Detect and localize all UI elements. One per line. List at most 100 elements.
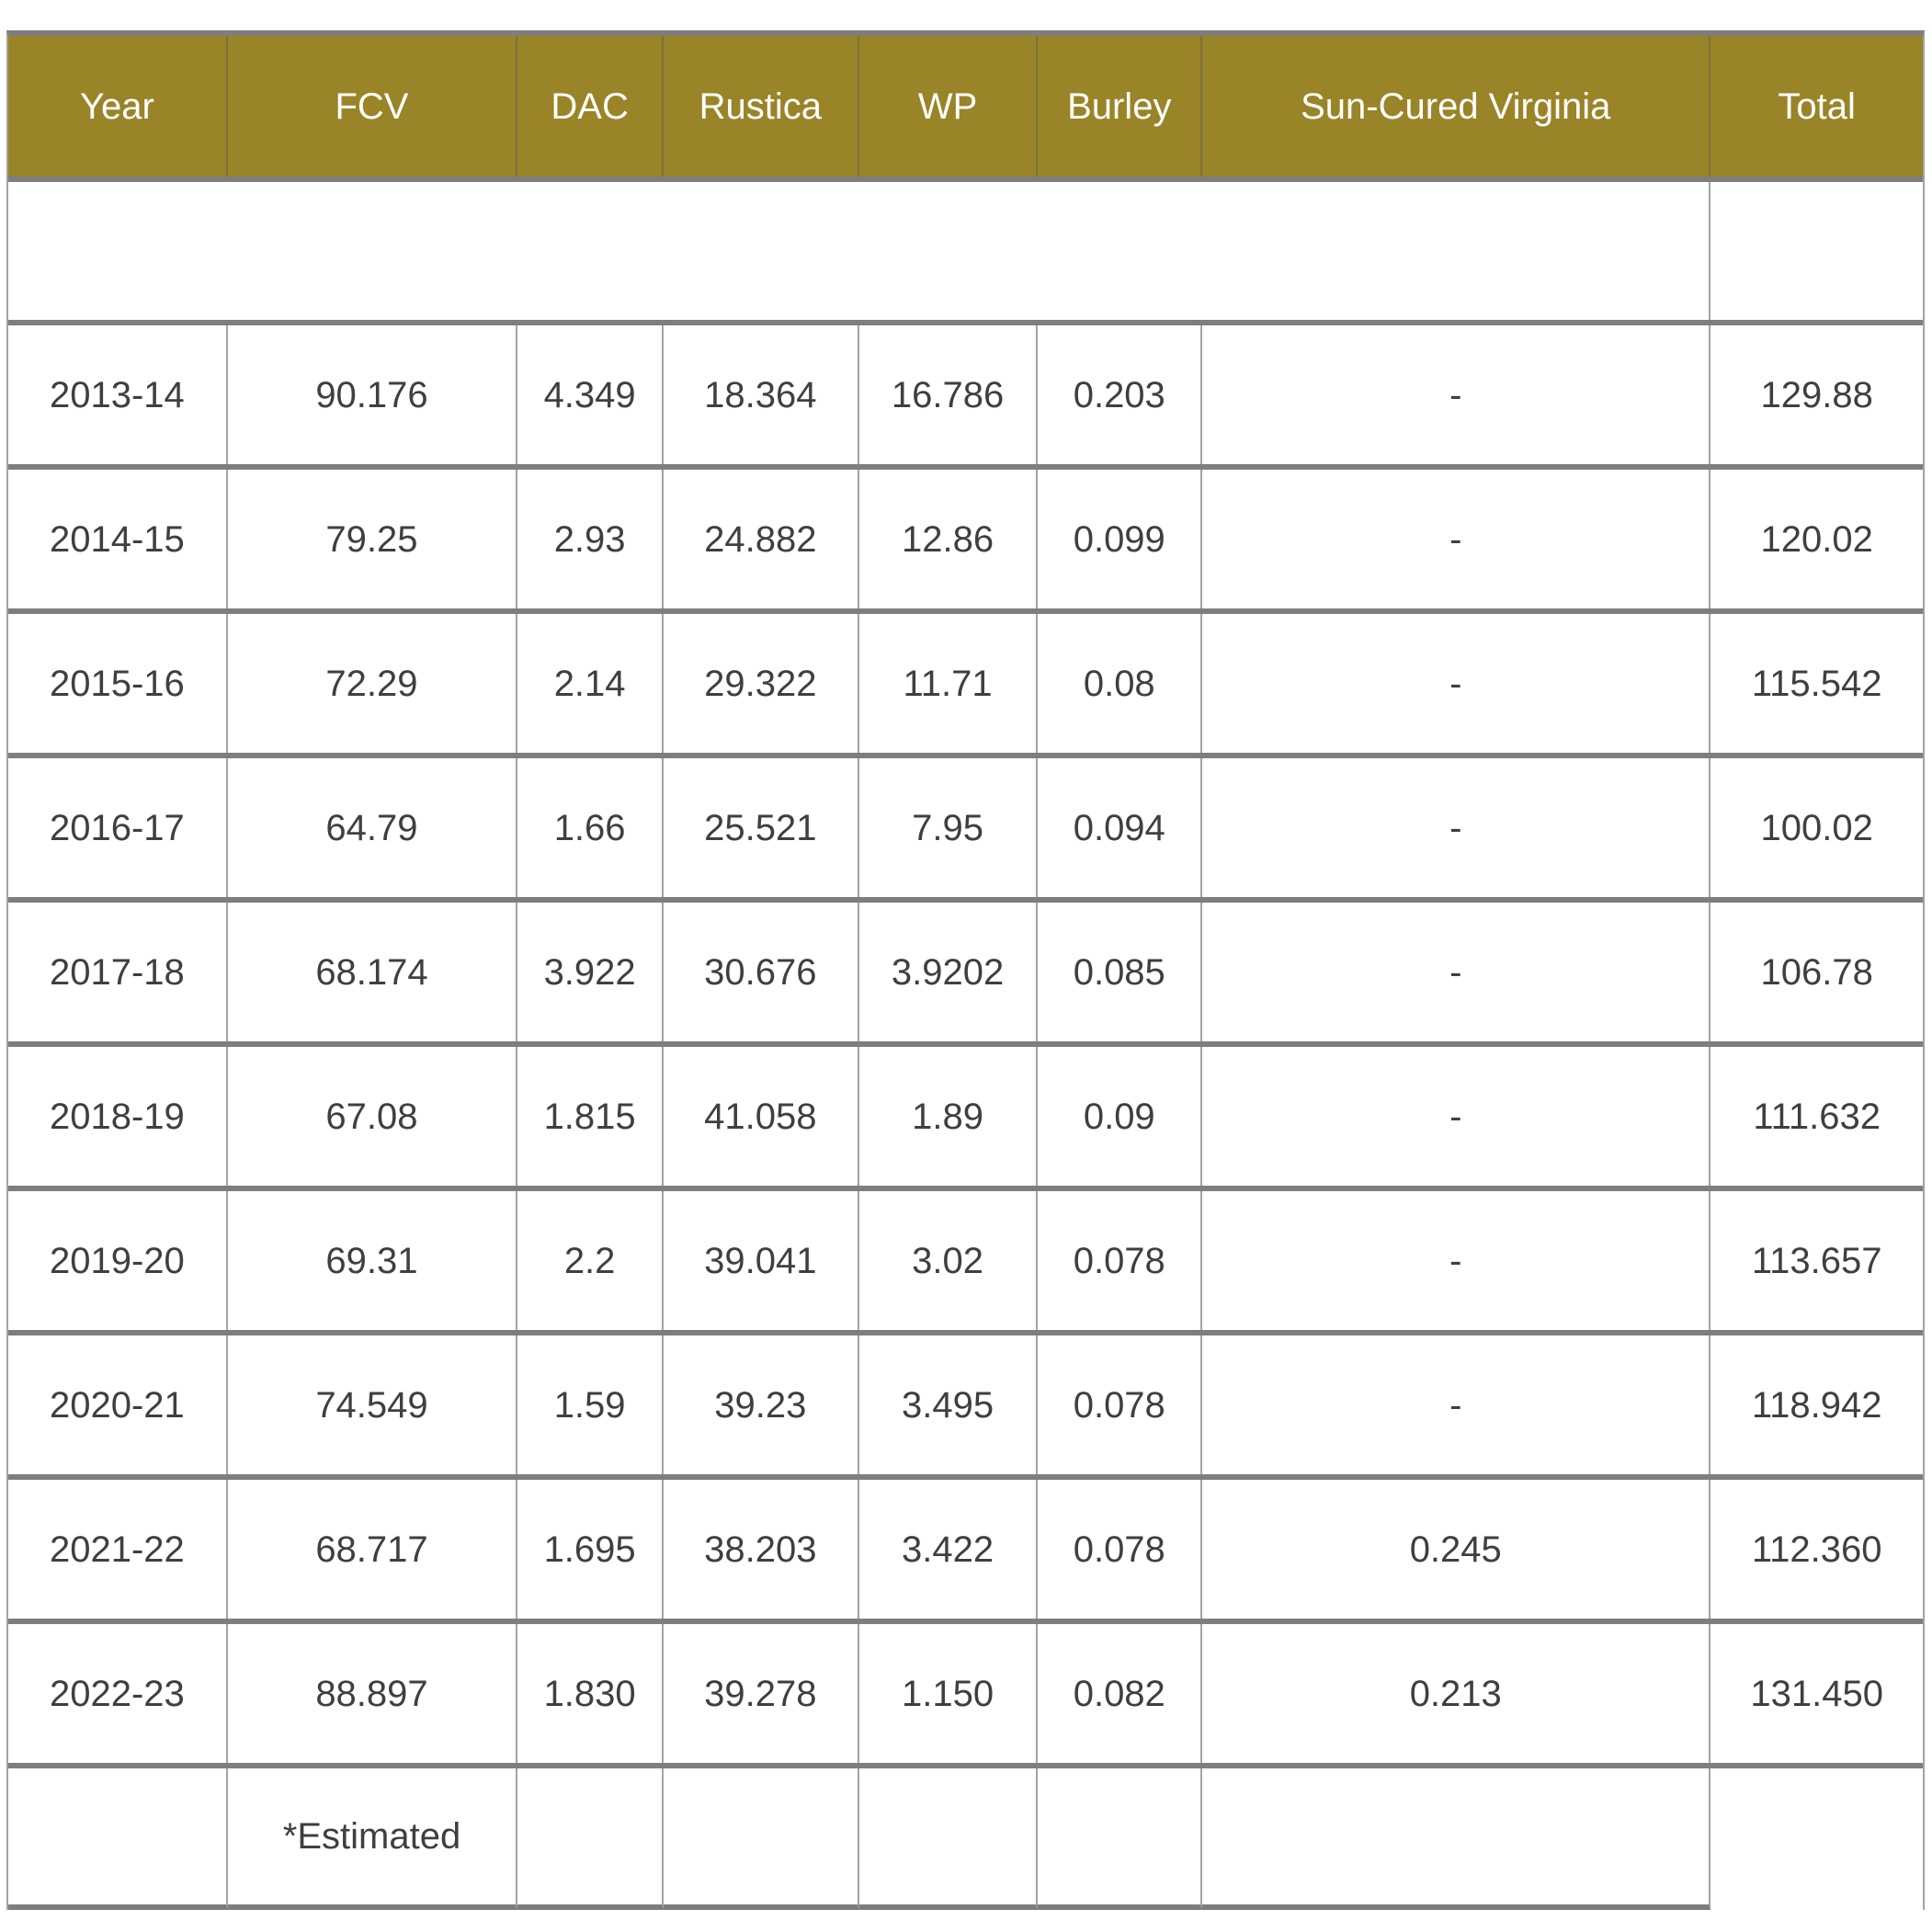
cell-wp: 11.71 (859, 614, 1039, 753)
cell-total: 113.657 (1751, 1240, 1882, 1281)
column-header-year: Year (8, 36, 228, 176)
cell-fcv: 64.79 (228, 758, 518, 897)
table-row: 2017-18 68.174 3.922 30.676 3.9202 0.085… (8, 897, 1923, 1041)
cell-wp: 1.150 (859, 1624, 1039, 1763)
cell-wp: 3.422 (859, 1480, 1039, 1619)
footnote-cell-total (1710, 1768, 1923, 1910)
column-header-sun-cured-virginia: Sun-Cured Virginia (1202, 36, 1711, 176)
cell-wp: 3.9202 (859, 903, 1039, 1041)
cell-sun-cured-virginia: - (1202, 325, 1711, 464)
cell-sun-cured-virginia: - (1202, 1191, 1711, 1330)
cell-rustica: 38.203 (664, 1480, 859, 1619)
cell-total: 106.78 (1760, 951, 1873, 993)
cell-wp: 3.02 (859, 1191, 1039, 1330)
cell-year: 2022-23 (8, 1624, 228, 1763)
cell-rustica: 39.23 (664, 1335, 859, 1474)
cell-year: 2015-16 (8, 614, 228, 753)
cell-total: 118.942 (1751, 1384, 1882, 1426)
cell-sun-cured-virginia: 0.213 (1202, 1624, 1711, 1763)
cell-dac: 1.66 (517, 758, 664, 897)
cell-total: 120.02 (1760, 518, 1873, 560)
table-row: 2018-19 67.08 1.815 41.058 1.89 0.09 - 1… (8, 1041, 1923, 1186)
cell-total: 115.542 (1751, 663, 1882, 704)
cell-rustica: 39.278 (664, 1624, 859, 1763)
table-row: 2019-20 69.31 2.2 39.041 3.02 0.078 - 11… (8, 1186, 1923, 1330)
cell-total: 129.88 (1760, 374, 1873, 415)
spacer-cell-total (1710, 182, 1923, 320)
column-header-burley: Burley (1038, 36, 1203, 176)
cell-dac: 1.695 (517, 1480, 664, 1619)
cell-year: 2020-21 (8, 1335, 228, 1474)
cell-wp: 1.89 (859, 1047, 1039, 1186)
cell-sun-cured-virginia: - (1202, 758, 1711, 897)
cell-wp: 12.86 (859, 470, 1039, 608)
cell-burley: 0.09 (1038, 1047, 1203, 1186)
cell-wp: 3.495 (859, 1335, 1039, 1474)
cell-wp: 16.786 (859, 325, 1039, 464)
column-header-dac: DAC (517, 36, 664, 176)
cell-year: 2019-20 (8, 1191, 228, 1330)
cell-burley: 0.08 (1038, 614, 1203, 753)
table-row: 2021-22 68.717 1.695 38.203 3.422 0.078 … (8, 1474, 1923, 1619)
spacer-cell (8, 182, 1711, 320)
table-row: 2015-16 72.29 2.14 29.322 11.71 0.08 - 1… (8, 608, 1923, 753)
cell-burley: 0.085 (1038, 903, 1203, 1041)
estimated-note: *Estimated (227, 1768, 518, 1910)
cell-total: 100.02 (1760, 807, 1873, 848)
cell-year: 2016-17 (8, 758, 228, 897)
cell-dac: 1.59 (517, 1335, 664, 1474)
cell-burley: 0.094 (1038, 758, 1203, 897)
cell-fcv: 88.897 (228, 1624, 518, 1763)
cell-sun-cured-virginia: - (1202, 470, 1711, 608)
cell-fcv: 68.717 (228, 1480, 518, 1619)
column-header-wp: WP (859, 36, 1039, 176)
cell-dac: 2.2 (517, 1191, 664, 1330)
cell-year: 2021-22 (8, 1480, 228, 1619)
tobacco-production-table: Year FCV DAC Rustica WP Burley Sun-Cured… (6, 30, 1925, 1910)
cell-total: 131.450 (1750, 1673, 1883, 1714)
cell-dac: 3.922 (517, 903, 664, 1041)
cell-rustica: 30.676 (664, 903, 859, 1041)
footnote-cell-sun-cured-virginia (1202, 1768, 1711, 1910)
cell-year: 2017-18 (8, 903, 228, 1041)
table-row: 2013-14 90.176 4.349 18.364 16.786 0.203… (8, 320, 1923, 464)
column-header-total: Total (1778, 85, 1856, 127)
footnote-cell-year (8, 1768, 228, 1910)
cell-year: 2013-14 (8, 325, 228, 464)
cell-burley: 0.082 (1038, 1624, 1203, 1763)
footnote-cell-wp (858, 1768, 1039, 1910)
cell-fcv: 74.549 (228, 1335, 518, 1474)
column-header-fcv: FCV (228, 36, 518, 176)
spacer-row (8, 176, 1923, 320)
cell-burley: 0.078 (1038, 1335, 1203, 1474)
cell-burley: 0.078 (1038, 1191, 1203, 1330)
cell-wp: 7.95 (859, 758, 1039, 897)
cell-burley: 0.203 (1038, 325, 1203, 464)
cell-fcv: 68.174 (228, 903, 518, 1041)
table-row: 2020-21 74.549 1.59 39.23 3.495 0.078 - … (8, 1330, 1923, 1474)
cell-burley: 0.078 (1038, 1480, 1203, 1619)
cell-rustica: 41.058 (664, 1047, 859, 1186)
cell-fcv: 90.176 (228, 325, 518, 464)
cell-dac: 2.14 (517, 614, 664, 753)
cell-dac: 1.815 (517, 1047, 664, 1186)
cell-rustica: 29.322 (664, 614, 859, 753)
cell-fcv: 79.25 (228, 470, 518, 608)
cell-sun-cured-virginia: - (1202, 1335, 1711, 1474)
cell-year: 2018-19 (8, 1047, 228, 1186)
footnote-row: *Estimated (8, 1763, 1923, 1910)
cell-fcv: 67.08 (228, 1047, 518, 1186)
cell-dac: 1.830 (517, 1624, 664, 1763)
cell-sun-cured-virginia: - (1202, 1047, 1711, 1186)
footnote-cell-rustica (663, 1768, 859, 1910)
cell-total: 112.360 (1751, 1529, 1882, 1570)
cell-rustica: 39.041 (664, 1191, 859, 1330)
cell-sun-cured-virginia: 0.245 (1202, 1480, 1711, 1619)
table-row: 2016-17 64.79 1.66 25.521 7.95 0.094 - 1… (8, 753, 1923, 897)
cell-total: 111.632 (1753, 1096, 1881, 1137)
table-row: 2022-23 88.897 1.830 39.278 1.150 0.082 … (8, 1619, 1923, 1763)
table-header-row: Year FCV DAC Rustica WP Burley Sun-Cured… (8, 36, 1923, 176)
column-header-rustica: Rustica (664, 36, 859, 176)
cell-rustica: 18.364 (664, 325, 859, 464)
